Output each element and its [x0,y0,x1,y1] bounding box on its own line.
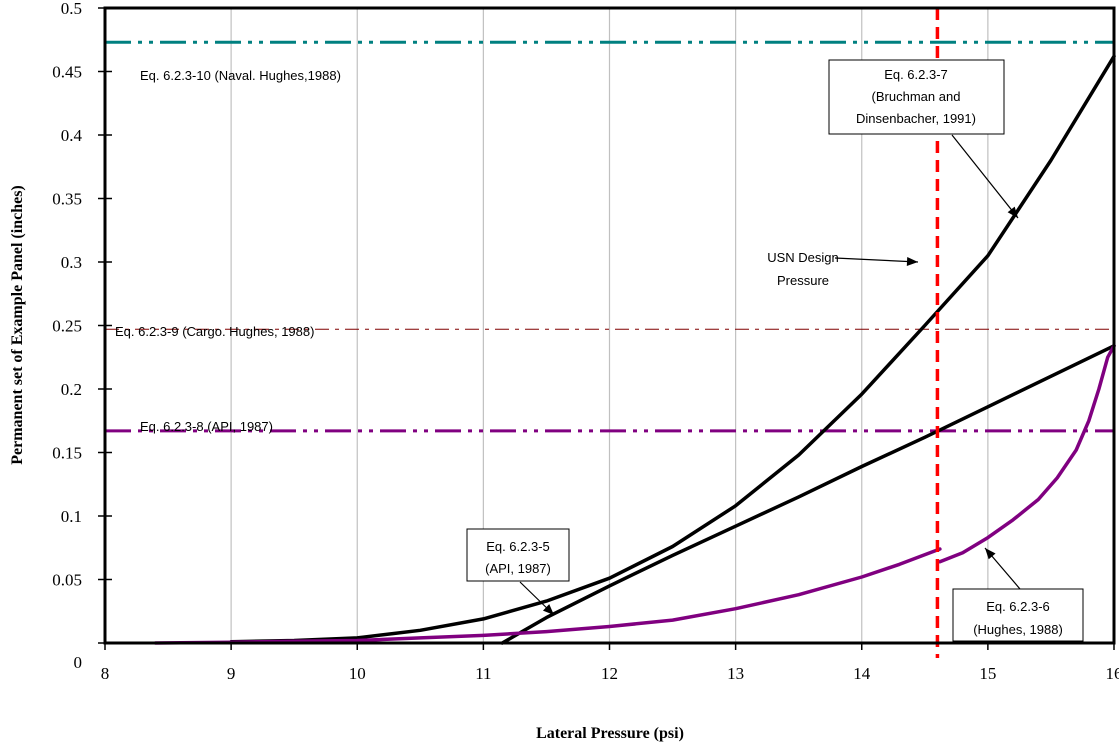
reference-label: Eq. 6.2.3-8 (API, 1987) [140,419,273,434]
reference-label: Eq. 6.2.3-9 (Cargo. Hughes, 1988) [115,324,314,339]
x-tick-label: 12 [601,664,618,683]
y-tick-label: 0.5 [61,0,82,18]
series-line-1 [229,54,1116,644]
reference-lines: Eq. 6.2.3-10 (Naval. Hughes,1988) Eq. 6.2… [105,40,1114,434]
annotations: Eq. 6.2.3-7 (Bruchman and Dinsenbacher, 19… [466,59,1084,642]
annotation-arrowhead [985,548,996,560]
annotation-arrowhead [906,256,918,266]
annotation-text: USN Design [767,250,839,265]
x-tick-label: 14 [853,664,871,683]
data-series [153,54,1116,645]
y-tick-label: 0.3 [61,253,82,272]
annotation-box [466,528,570,582]
series-line-3 [153,547,942,645]
annotation-arrow-line [834,257,919,263]
axis-ticks: 8 9 10 11 12 13 14 15 16 0 0.05 0.1 0.15 0.2 0.25 0.3 0.… [52,0,1119,683]
annotation-box [752,240,855,290]
annotation-arrowhead [1007,206,1018,218]
y-tick-label: 0.25 [52,317,82,336]
x-tick-label: 9 [227,664,236,683]
y-tick-label: 0.45 [52,63,82,82]
x-axis-title: Lateral Pressure (psi) [536,725,684,742]
annotation-text: Eq. 6.2.3-7 [884,67,948,82]
annotation-text: (Hughes, 1988) [973,622,1063,637]
y-tick-label: 0.35 [52,190,82,209]
x-tick-label: 8 [101,664,110,683]
annotation-arrow-line [951,134,1019,219]
y-axis-title: Permanent set of Example Panel (inches) [9,185,26,465]
x-tick-label: 10 [349,664,366,683]
series-line-4 [938,344,1116,564]
x-tick-label: 13 [727,664,744,683]
y-tick-label: 0 [74,653,83,672]
annotation-box [828,59,1005,135]
y-tick-label: 0.1 [61,507,82,526]
annotation-text: Eq. 6.2.3-5 [486,539,550,554]
x-tick-label: 11 [475,664,491,683]
y-tick-label: 0.2 [61,380,82,399]
x-tick-label: 15 [979,664,996,683]
y-tick-label: 0.05 [52,571,82,590]
annotation-box [952,588,1084,642]
series-line-2 [500,344,1116,645]
annotation-text: Pressure [777,273,829,288]
x-tick-label: 16 [1106,664,1119,683]
y-tick-label: 0.15 [52,444,82,463]
annotation-text: (Bruchman and [872,89,961,104]
reference-label: Eq. 6.2.3-10 (Naval. Hughes,1988) [140,68,341,83]
annotation-text: Eq. 6.2.3-6 [986,599,1050,614]
y-tick-label: 0.4 [61,126,83,145]
annotation-text: (API, 1987) [485,561,551,576]
annotation-text: Dinsenbacher, 1991) [856,111,976,126]
annotation-arrowhead [542,604,554,615]
